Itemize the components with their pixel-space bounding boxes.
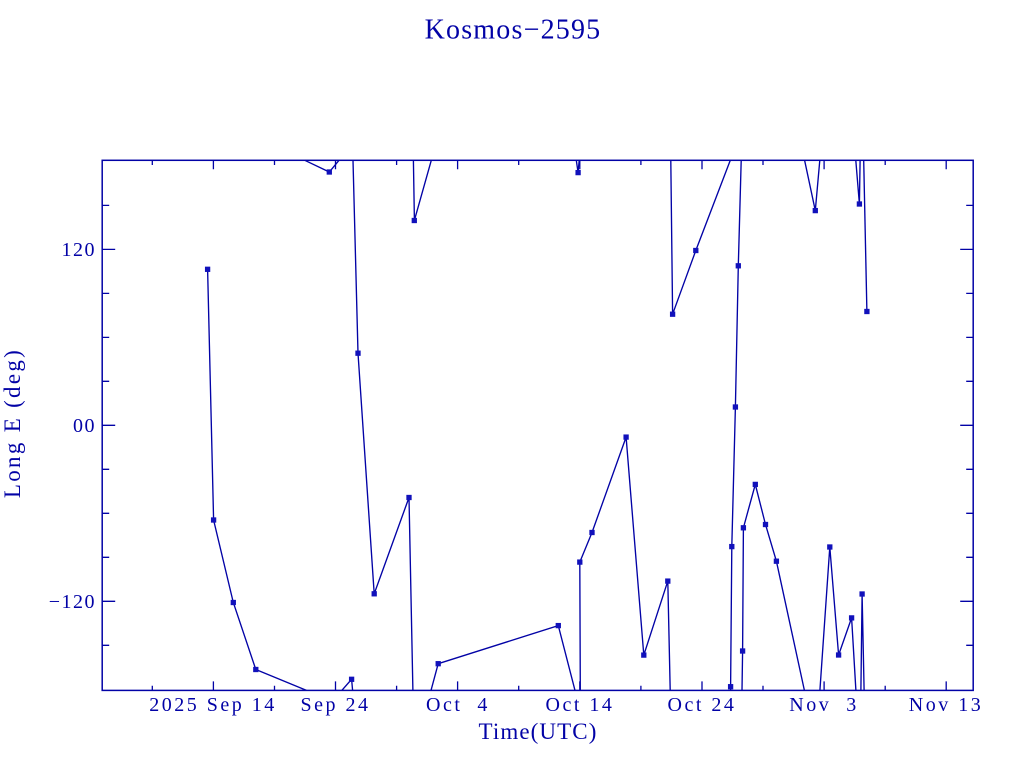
svg-text:Time(UTC): Time(UTC) [479, 719, 598, 744]
svg-text:00: 00 [73, 415, 96, 437]
svg-text:120: 120 [62, 239, 97, 261]
svg-text:2025 Sep 14: 2025 Sep 14 [149, 694, 277, 716]
svg-text:−120: −120 [49, 591, 96, 613]
svg-text:Oct 24: Oct 24 [668, 694, 737, 716]
svg-text:Long E (deg): Long E (deg) [0, 348, 25, 498]
svg-text:Nov 3: Nov 3 [789, 694, 858, 716]
svg-text:Kosmos−2595: Kosmos−2595 [425, 15, 602, 46]
svg-text:Sep 24: Sep 24 [301, 694, 371, 716]
svg-text:Oct 14: Oct 14 [546, 694, 615, 716]
svg-text:Nov 13: Nov 13 [909, 694, 983, 716]
svg-text:Oct 4: Oct 4 [426, 694, 490, 716]
